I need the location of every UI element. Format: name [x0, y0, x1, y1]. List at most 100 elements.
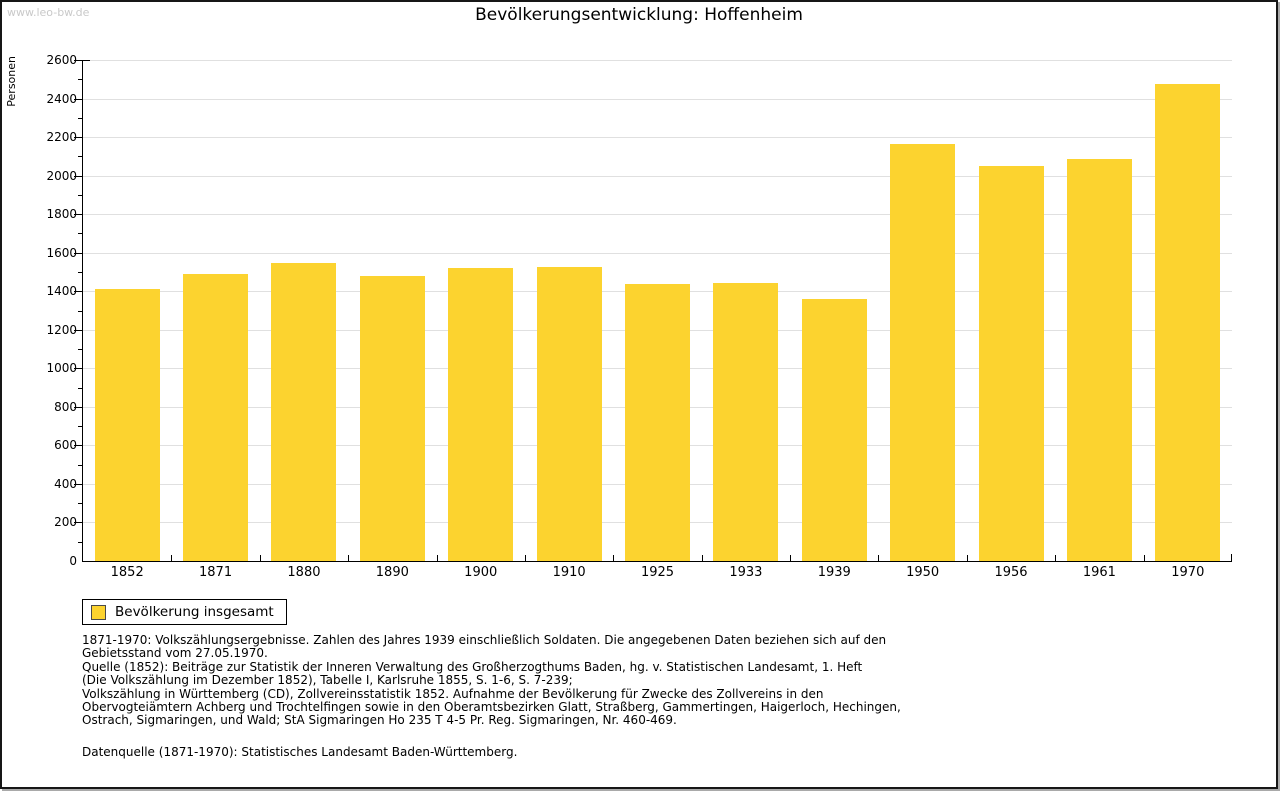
x-axis-label-1925: 1925: [640, 565, 675, 580]
bar-chart-plot-area: 0 200 400 600 800 1000 1200 1400 1600 1800 2000 220…: [46, 53, 1232, 580]
x-axis-tick-5: [524, 555, 526, 561]
gridline-2000: [83, 175, 1232, 177]
y-axis-tick-1400: [74, 291, 82, 293]
y-axis-tick-2600: [74, 60, 82, 61]
bar-1910: [536, 266, 602, 561]
gridline-2200: [83, 137, 1232, 139]
footnote-line-2: Gebietsstand vom 27.05.1970.: [82, 646, 268, 661]
x-axis-label-1880: 1880: [287, 565, 321, 580]
y-axis-label-2200: 2200: [46, 130, 77, 145]
x-axis-label-1939: 1939: [817, 565, 851, 580]
x-axis-tick-11: [1055, 555, 1057, 561]
x-axis-tick-7: [701, 555, 703, 561]
bar-1970: [1155, 84, 1221, 561]
x-axis-label-1852: 1852: [110, 565, 144, 580]
y-axis-tick-600: [74, 445, 82, 447]
x-axis-tick-2: [259, 555, 261, 561]
bar-1933: [713, 282, 779, 561]
gridline-2600: [83, 60, 1232, 61]
legend-label: Bevölkerung insgesamt: [115, 604, 274, 620]
gridline-1800: [83, 214, 1232, 216]
x-axis-label-1910: 1910: [552, 565, 586, 580]
y-axis-tick-1600: [74, 252, 82, 254]
y-axis-tick-2100: [78, 156, 82, 158]
x-axis-tick-3: [348, 555, 350, 561]
x-axis-tick-4: [436, 555, 438, 561]
footnote-line-6: Obervogteiämtern Achberg und Trochtelfin…: [82, 700, 901, 715]
bar-1939: [801, 298, 867, 561]
gridline-2400: [83, 98, 1232, 100]
y-axis-tick-1700: [78, 233, 82, 235]
x-axis-label-1900: 1900: [464, 565, 498, 580]
y-axis-title: Personen: [5, 56, 18, 126]
bar-1880: [271, 263, 337, 561]
y-axis-label-200: 200: [54, 515, 77, 530]
y-axis-label-1200: 1200: [46, 322, 77, 337]
y-axis-label-2400: 2400: [46, 91, 77, 106]
y-axis-tick-500: [78, 464, 82, 466]
y-axis-tick-400: [74, 483, 82, 485]
x-axis-label-1970: 1970: [1171, 565, 1205, 580]
y-axis-label-1600: 1600: [46, 245, 77, 260]
y-axis-tick-700: [78, 426, 82, 428]
watermark: www.leo-bw.de: [7, 6, 90, 19]
y-axis-tick-200: [74, 522, 82, 524]
footnote-lines: 1871-1970: Volkszählungsergebnisse. Zahl…: [82, 633, 1232, 728]
x-axis-tick-10: [966, 555, 968, 561]
y-axis-tick-2500: [78, 79, 82, 81]
x-axis-label-1871: 1871: [199, 565, 233, 580]
y-axis-label-600: 600: [54, 438, 77, 453]
y-axis-tick-1800: [74, 214, 82, 216]
footnote-line-7: Ostrach, Sigmaringen, und Wald; StA Sigm…: [82, 713, 677, 728]
y-axis-tick-1100: [78, 349, 82, 351]
x-axis-label-1956: 1956: [994, 565, 1028, 580]
legend-swatch-icon: [91, 604, 106, 620]
y-axis-end-cap: [83, 60, 90, 61]
x-axis-tick-8: [790, 555, 792, 561]
x-axis-tick-6: [613, 555, 615, 561]
y-axis-label-2000: 2000: [46, 168, 77, 183]
y-axis-label-2600: 2600: [46, 53, 77, 67]
datasource-line: Datenquelle (1871-1970): Statistisches L…: [82, 744, 518, 759]
footnote-line-4: (Die Volkszählung im Dezember 1852), Tab…: [82, 673, 573, 688]
x-axis-end-cap: [1231, 554, 1232, 561]
y-axis-tick-1200: [74, 329, 82, 331]
footnote-line-3: Quelle (1852): Beiträge zur Statistik de…: [82, 659, 863, 674]
y-axis-tick-900: [78, 387, 82, 389]
y-axis-label-0: 0: [69, 554, 77, 568]
y-axis-tick-100: [78, 541, 82, 543]
y-axis-tick-1000: [74, 368, 82, 370]
bar-1925: [625, 284, 690, 561]
y-axis-label-1400: 1400: [46, 284, 77, 299]
y-axis-tick-1900: [78, 194, 82, 196]
footnote-line-1: 1871-1970: Volkszählungsergebnisse. Zahl…: [82, 633, 887, 647]
bar-1900: [448, 268, 514, 561]
y-axis-tick-2400: [74, 98, 82, 100]
y-axis-tick-300: [78, 503, 82, 505]
footnotes: 1871-1970: Volkszählungsergebnisse. Zahl…: [82, 633, 1232, 759]
x-axis-label-1933: 1933: [729, 565, 763, 580]
bar-1956: [978, 165, 1044, 561]
legend-box: Bevölkerung insgesamt: [82, 599, 287, 625]
x-axis-tick-1: [171, 555, 173, 561]
x-axis-label-1950: 1950: [906, 565, 940, 580]
gridline-1600: [83, 252, 1232, 254]
y-axis-tick-2300: [78, 117, 82, 119]
y-axis-label-400: 400: [54, 476, 77, 491]
bar-1852: [94, 288, 160, 561]
y-axis-label-1800: 1800: [46, 207, 77, 222]
y-axis-label-1000: 1000: [46, 361, 77, 376]
x-axis-tick-12: [1143, 555, 1145, 561]
footnote-line-5: Volkszählung in Württemberg (CD), Zollve…: [82, 686, 824, 701]
y-axis-title-text: Personen: [5, 56, 18, 107]
bar-1890: [359, 276, 425, 561]
chart-title: Bevölkerungsentwicklung: Hoffenheim: [475, 5, 803, 25]
x-axis-tick-9: [878, 555, 880, 561]
bar-1950: [890, 144, 956, 561]
bar-1961: [1066, 159, 1132, 561]
y-axis-label-800: 800: [54, 399, 77, 414]
y-axis-tick-1300: [78, 310, 82, 312]
x-axis-label-1961: 1961: [1082, 565, 1116, 580]
x-axis-label-1890: 1890: [375, 565, 409, 580]
